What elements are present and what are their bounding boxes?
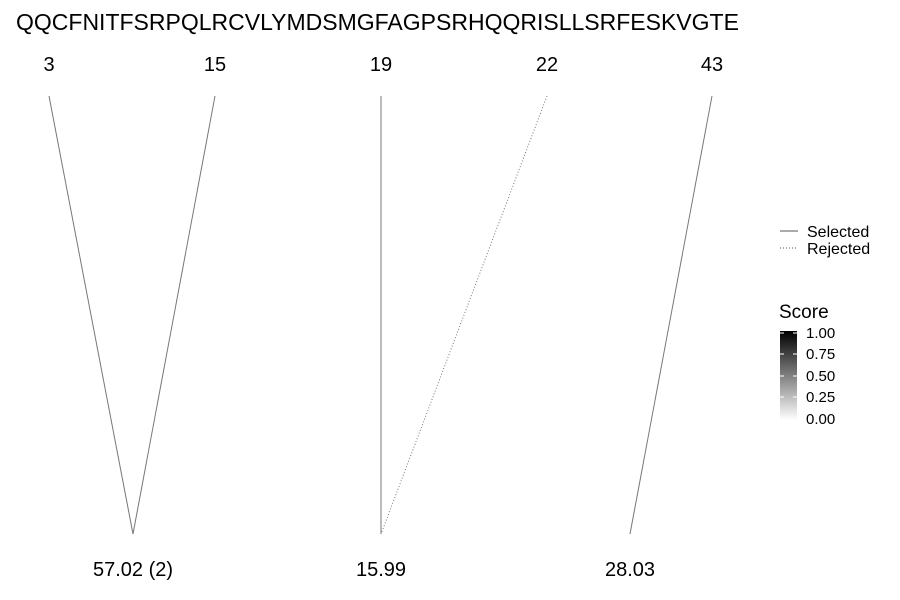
mass-label: 15.99 (356, 559, 406, 581)
mass-labels: 57.02 (2) 15.99 28.03 (93, 559, 655, 581)
score-legend: Score 1.00 0.75 0.50 0.25 0.00 (779, 302, 835, 428)
legend-label-selected: Selected (807, 224, 869, 241)
score-colorbar (780, 331, 797, 420)
position-label: 22 (536, 54, 558, 76)
position-label: 3 (43, 54, 54, 76)
connector-line-rejected (380, 95, 548, 535)
score-tick-label: 1.00 (806, 325, 835, 342)
score-tick-label: 0.75 (806, 346, 835, 363)
connector-line-selected (48, 95, 134, 535)
mass-label: 57.02 (2) (93, 559, 173, 581)
position-label: 19 (370, 54, 392, 76)
connector-line-selected (629, 95, 713, 535)
score-tick-label: 0.50 (806, 368, 835, 385)
score-tick-label: 0.25 (806, 389, 835, 406)
score-legend-title: Score (779, 302, 829, 323)
connector-line-selected (132, 95, 216, 535)
position-label: 43 (701, 54, 723, 76)
peptide-sequence: QQCFNITFSRPQLRCVLYMDSMGFAGPSRHQQRISLLSRF… (16, 9, 739, 35)
connector-lines (48, 95, 713, 535)
mass-label: 28.03 (605, 559, 655, 581)
position-labels: 3 15 19 22 43 (43, 54, 723, 76)
legend-label-rejected: Rejected (807, 241, 870, 258)
line-type-legend: Selected Rejected (780, 224, 870, 258)
position-label: 15 (204, 54, 226, 76)
score-tick-label: 0.00 (806, 411, 835, 428)
